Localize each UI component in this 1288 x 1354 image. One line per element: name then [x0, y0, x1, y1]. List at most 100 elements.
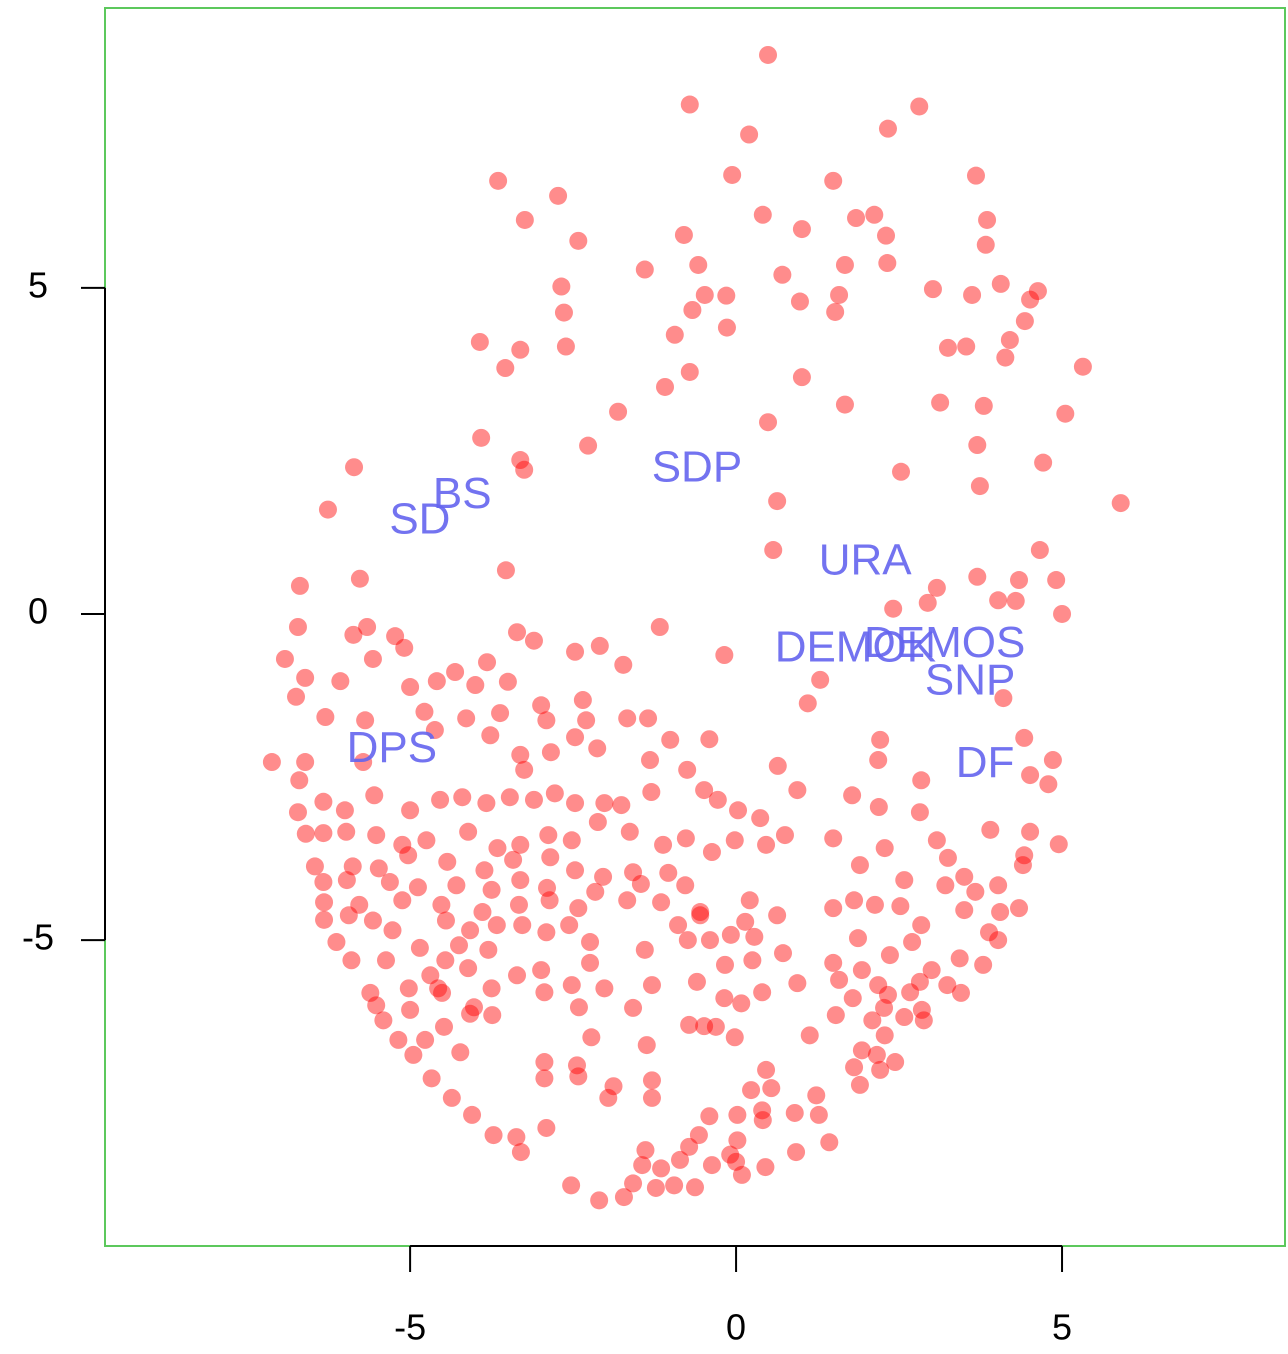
- point: [482, 979, 501, 998]
- point: [367, 826, 386, 845]
- point: [416, 1030, 435, 1049]
- point: [566, 794, 585, 813]
- point: [989, 591, 1008, 610]
- point: [461, 921, 480, 940]
- point: [671, 1150, 690, 1169]
- point: [637, 1036, 656, 1055]
- point: [532, 961, 551, 980]
- point: [438, 852, 457, 871]
- point: [824, 829, 843, 848]
- point: [970, 477, 989, 496]
- point: [725, 831, 744, 850]
- point: [491, 704, 510, 723]
- point: [549, 186, 568, 205]
- point: [447, 876, 466, 895]
- point: [581, 953, 600, 972]
- point: [1000, 331, 1019, 350]
- point: [951, 983, 970, 1002]
- point: [895, 871, 914, 890]
- point: [753, 1101, 772, 1120]
- point: [923, 280, 942, 299]
- point: [1010, 571, 1029, 590]
- point: [742, 1081, 761, 1100]
- point: [957, 337, 976, 356]
- point: [788, 974, 807, 993]
- points: [262, 45, 1130, 1210]
- point: [852, 961, 871, 980]
- point: [350, 895, 369, 914]
- point: [446, 663, 465, 682]
- point: [590, 1191, 609, 1210]
- annotation: URA: [819, 536, 913, 585]
- point: [466, 676, 485, 695]
- point: [676, 829, 695, 848]
- point: [401, 678, 420, 697]
- point: [938, 976, 957, 995]
- point: [910, 972, 929, 991]
- point: [938, 848, 957, 867]
- y-tick-label: -5: [22, 917, 54, 958]
- point: [537, 1118, 556, 1137]
- point: [535, 1053, 554, 1072]
- annotation: BS: [433, 469, 492, 518]
- point: [835, 255, 854, 274]
- point: [650, 618, 669, 636]
- point: [966, 882, 985, 901]
- point: [922, 961, 941, 980]
- point: [966, 166, 985, 185]
- point: [524, 790, 543, 809]
- point: [363, 649, 382, 668]
- point: [807, 1086, 826, 1105]
- point: [508, 966, 527, 985]
- point: [656, 377, 675, 396]
- point: [790, 292, 809, 311]
- point: [1047, 571, 1066, 590]
- annotation: DF: [956, 738, 1015, 787]
- point: [800, 1026, 819, 1045]
- point: [792, 220, 811, 239]
- point: [871, 730, 890, 749]
- point: [404, 1045, 423, 1064]
- point: [968, 567, 987, 586]
- point: [994, 689, 1013, 708]
- annotation: DEMOK: [775, 622, 936, 671]
- point: [515, 210, 534, 229]
- point: [687, 972, 706, 991]
- point: [314, 824, 333, 843]
- point: [389, 1030, 408, 1049]
- point: [850, 1075, 869, 1094]
- point: [835, 395, 854, 414]
- point: [305, 857, 324, 876]
- point: [974, 396, 993, 415]
- point: [442, 1088, 461, 1107]
- point: [654, 835, 673, 854]
- point: [604, 1077, 623, 1096]
- point: [639, 709, 658, 728]
- point: [689, 255, 708, 274]
- point: [875, 839, 894, 858]
- x-tick-label: -5: [394, 1307, 426, 1348]
- point: [511, 451, 530, 470]
- point: [762, 1079, 781, 1098]
- point: [290, 576, 309, 595]
- point: [695, 1017, 714, 1036]
- point: [676, 876, 695, 895]
- point: [315, 893, 334, 912]
- point: [732, 1165, 751, 1184]
- point: [1015, 846, 1034, 865]
- point: [991, 903, 1010, 922]
- point: [524, 631, 543, 650]
- point: [586, 882, 605, 901]
- point: [708, 790, 727, 809]
- point: [678, 760, 697, 779]
- point: [950, 949, 969, 968]
- point: [566, 861, 585, 880]
- point: [903, 933, 922, 952]
- point: [594, 867, 613, 886]
- point: [343, 857, 362, 876]
- point: [680, 95, 699, 114]
- point: [569, 231, 588, 250]
- point: [487, 916, 506, 935]
